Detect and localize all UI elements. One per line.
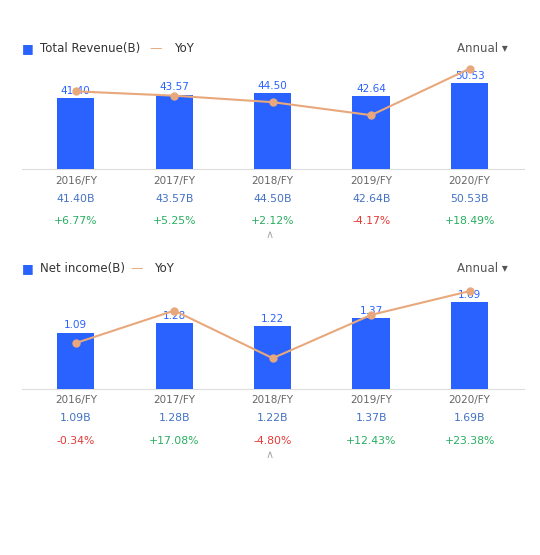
Text: 1.22: 1.22 xyxy=(261,314,285,324)
Text: Annual ▾: Annual ▾ xyxy=(457,261,508,275)
Bar xyxy=(156,323,193,388)
Point xyxy=(170,91,179,100)
Text: 1.69: 1.69 xyxy=(458,290,481,300)
Bar xyxy=(254,93,292,169)
Text: 42.64: 42.64 xyxy=(356,84,386,94)
Bar xyxy=(57,98,94,169)
Text: —: — xyxy=(150,42,162,56)
Bar xyxy=(451,83,488,169)
Point xyxy=(465,287,474,296)
Text: Net income(B): Net income(B) xyxy=(40,261,125,275)
Text: 41.40B: 41.40B xyxy=(57,194,95,204)
Bar xyxy=(254,326,292,388)
Text: 1.37: 1.37 xyxy=(360,306,383,316)
Point xyxy=(367,310,375,319)
Text: —: — xyxy=(130,261,143,275)
Point xyxy=(170,306,179,315)
Point xyxy=(268,354,277,362)
Bar xyxy=(156,94,193,169)
Text: Annual ▾: Annual ▾ xyxy=(457,42,508,56)
Text: 1.22B: 1.22B xyxy=(257,413,288,423)
Point xyxy=(465,64,474,73)
Text: ∧: ∧ xyxy=(266,450,274,460)
Text: 50.53B: 50.53B xyxy=(450,194,489,204)
Text: 1.09B: 1.09B xyxy=(60,413,92,423)
Text: +23.38%: +23.38% xyxy=(444,436,495,446)
Bar xyxy=(353,96,390,169)
Text: +12.43%: +12.43% xyxy=(346,436,396,446)
Text: YoY: YoY xyxy=(154,261,174,275)
Point xyxy=(268,98,277,107)
Text: +18.49%: +18.49% xyxy=(444,216,495,226)
Text: 44.50: 44.50 xyxy=(258,81,288,91)
Point xyxy=(71,339,80,347)
Text: 44.50B: 44.50B xyxy=(253,194,292,204)
Point xyxy=(71,87,80,96)
Bar xyxy=(57,332,94,388)
Text: +2.12%: +2.12% xyxy=(251,216,294,226)
Text: ■: ■ xyxy=(22,42,33,56)
Text: 1.28: 1.28 xyxy=(163,311,186,321)
Text: 50.53: 50.53 xyxy=(455,70,484,80)
Text: 43.57: 43.57 xyxy=(159,83,189,93)
Text: +5.25%: +5.25% xyxy=(152,216,196,226)
Text: ∧: ∧ xyxy=(266,230,274,240)
Text: 42.64B: 42.64B xyxy=(352,194,390,204)
Text: -4.17%: -4.17% xyxy=(352,216,390,226)
Text: +6.77%: +6.77% xyxy=(54,216,98,226)
Text: 1.69B: 1.69B xyxy=(454,413,485,423)
Text: +17.08%: +17.08% xyxy=(149,436,199,446)
Text: 1.28B: 1.28B xyxy=(158,413,190,423)
Text: YoY: YoY xyxy=(174,42,194,56)
Text: Total Revenue(B): Total Revenue(B) xyxy=(40,42,141,56)
Point xyxy=(367,111,375,120)
Text: 41.40: 41.40 xyxy=(61,86,91,96)
Bar xyxy=(353,319,390,388)
Text: 1.37B: 1.37B xyxy=(355,413,387,423)
Text: 43.57B: 43.57B xyxy=(155,194,193,204)
Text: -0.34%: -0.34% xyxy=(57,436,95,446)
Bar xyxy=(451,302,488,388)
Text: 1.09: 1.09 xyxy=(64,320,87,330)
Text: ■: ■ xyxy=(22,261,33,275)
Text: -4.80%: -4.80% xyxy=(253,436,292,446)
